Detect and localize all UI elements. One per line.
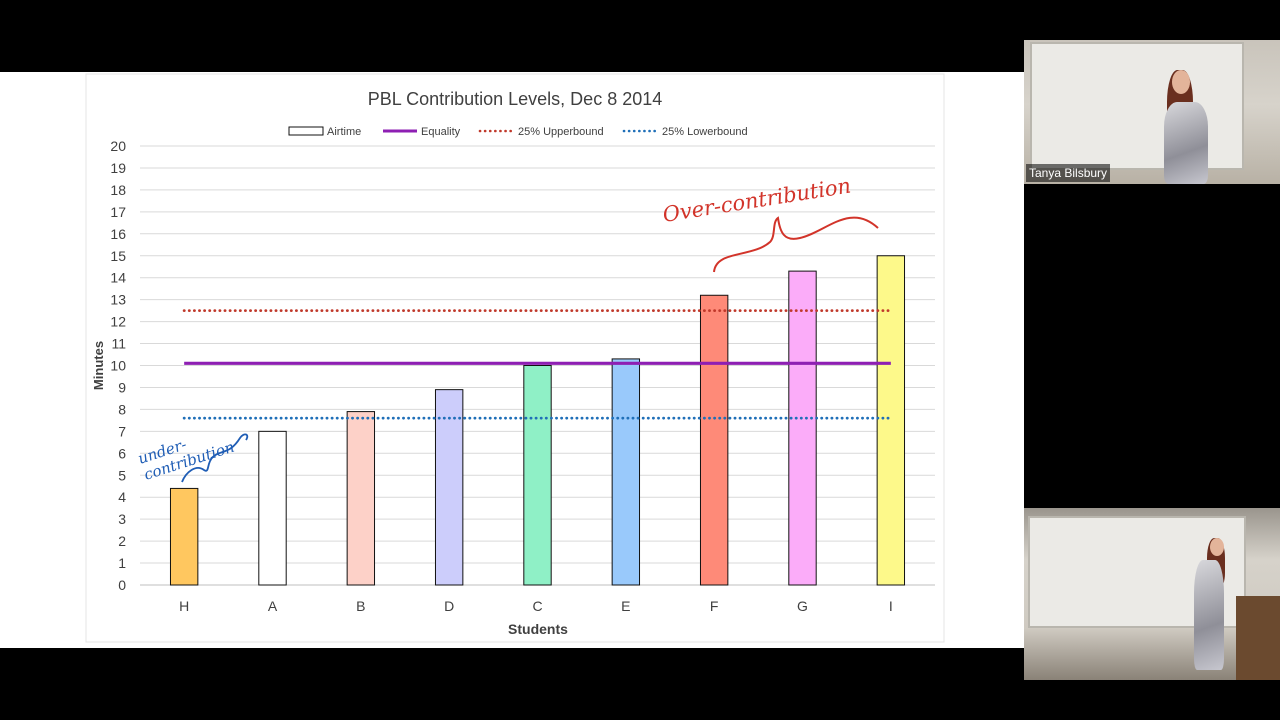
y-tick-label: 0 xyxy=(118,577,126,593)
legend-swatch-airtime xyxy=(288,126,324,136)
whiteboard xyxy=(1030,42,1244,170)
bar-G xyxy=(788,270,817,586)
x-axis-label: Students xyxy=(508,621,568,637)
speaker-body xyxy=(1164,102,1208,184)
speaker-head xyxy=(1172,70,1190,94)
y-tick-label: 4 xyxy=(118,489,126,505)
presenter-body xyxy=(1194,560,1224,670)
legend-label-equality: Equality xyxy=(421,126,461,138)
bar-E xyxy=(611,358,641,586)
y-tick-label: 11 xyxy=(111,336,126,352)
y-tick-label: 13 xyxy=(110,292,126,308)
y-tick-label: 16 xyxy=(110,226,126,242)
y-tick-label: 15 xyxy=(110,248,126,264)
y-tick-label: 2 xyxy=(118,533,126,549)
y-tick-label: 17 xyxy=(110,204,126,220)
video-tile-room[interactable] xyxy=(1024,508,1280,680)
presentation-slide: PBL Contribution Levels, Dec 8 2014 0 1 2 3 4… xyxy=(0,72,1024,648)
y-tick-label: 20 xyxy=(110,138,126,154)
y-tick-label: 19 xyxy=(110,160,126,176)
speaker-name-label: Tanya Bilsbury xyxy=(1026,164,1111,182)
annotation-brace-under xyxy=(181,433,249,483)
x-tick-label: I xyxy=(889,598,893,614)
video-tile-speaker[interactable]: Tanya Bilsbury xyxy=(1024,40,1280,184)
bar-H xyxy=(169,487,199,586)
x-tick-label: B xyxy=(356,598,365,614)
y-tick-label: 1 xyxy=(118,555,126,571)
podium xyxy=(1236,596,1280,680)
legend-label-25-upperbound: 25% Upperbound xyxy=(518,126,604,138)
x-tick-label: F xyxy=(710,598,719,614)
chart-title: PBL Contribution Levels, Dec 8 2014 xyxy=(368,89,663,109)
x-tick-label: G xyxy=(797,598,808,614)
y-axis-label: Minutes xyxy=(91,341,106,390)
y-tick-label: 14 xyxy=(110,270,126,286)
bar-I xyxy=(876,255,906,586)
y-tick-label: 10 xyxy=(110,358,126,374)
x-tick-label: A xyxy=(268,598,278,614)
legend-label-25-lowerbound: 25% Lowerbound xyxy=(662,126,748,138)
bar-A xyxy=(258,430,287,586)
y-tick-label: 5 xyxy=(118,467,126,483)
annotation-brace-over xyxy=(713,216,879,273)
bar-B xyxy=(346,411,376,586)
bar-F xyxy=(699,294,729,586)
y-tick-label: 9 xyxy=(118,379,126,395)
x-tick-label: C xyxy=(532,598,542,614)
bar-D xyxy=(434,389,464,586)
bar-chart: PBL Contribution Levels, Dec 8 201401234… xyxy=(85,73,945,643)
y-tick-label: 8 xyxy=(118,401,126,417)
x-tick-label: E xyxy=(621,598,630,614)
x-tick-label: D xyxy=(444,598,454,614)
bar-C xyxy=(523,365,552,586)
y-tick-label: 3 xyxy=(118,511,126,527)
y-tick-label: 7 xyxy=(118,423,126,439)
presenter-head xyxy=(1210,538,1224,556)
legend-label-airtime: Airtime xyxy=(327,126,361,138)
x-tick-label: H xyxy=(179,598,189,614)
y-tick-label: 12 xyxy=(110,314,126,330)
y-tick-label: 6 xyxy=(118,445,126,461)
y-tick-label: 18 xyxy=(110,182,126,198)
